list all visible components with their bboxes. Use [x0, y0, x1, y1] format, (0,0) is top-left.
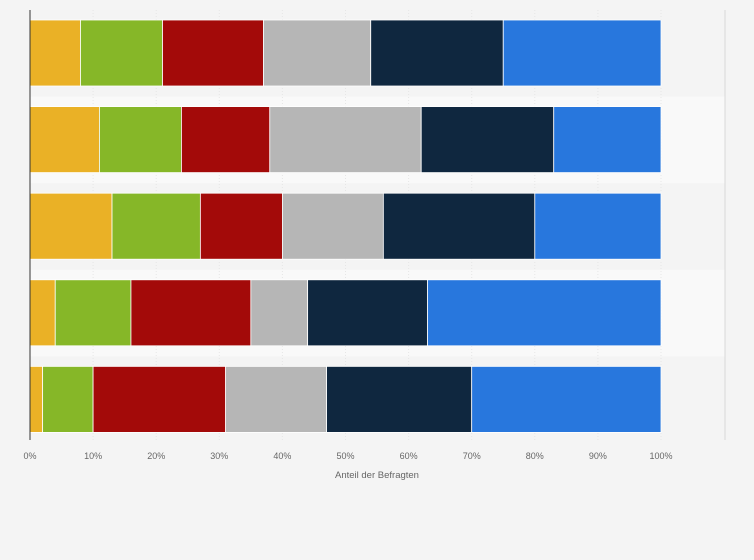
bar-segment[interactable] [92, 365, 227, 433]
x-tick-label: 0% [23, 451, 36, 461]
bar-segment[interactable] [269, 106, 422, 173]
x-tick-label: 100% [649, 451, 672, 461]
bar-segment[interactable] [130, 279, 252, 347]
bars [29, 19, 662, 433]
bar-segment[interactable] [471, 365, 662, 433]
bar-segment[interactable] [263, 19, 372, 87]
bar-segment[interactable] [199, 192, 283, 260]
bar-segment[interactable] [281, 192, 384, 260]
bar-segment[interactable] [29, 279, 56, 347]
x-tick-label: 90% [589, 451, 607, 461]
bar-segment[interactable] [162, 19, 264, 87]
bar-segment[interactable] [553, 106, 662, 173]
x-axis-title: Anteil der Befragten [335, 470, 419, 481]
x-tick-label: 60% [400, 451, 418, 461]
bar-segment[interactable] [54, 279, 132, 347]
x-tick-label: 50% [336, 451, 354, 461]
x-tick-label: 30% [210, 451, 228, 461]
x-tick-labels: 0% 10% 20% 30% 40% 50% 60% 70% 80% 90% 100% [23, 451, 672, 461]
bar-segment[interactable] [29, 192, 113, 260]
bar-segment[interactable] [29, 365, 44, 433]
bar-segment[interactable] [427, 279, 662, 347]
bar-segment[interactable] [225, 365, 327, 433]
bar-segment[interactable] [29, 19, 81, 87]
x-tick-label: 10% [84, 451, 102, 461]
bar-segment[interactable] [502, 19, 662, 87]
bar-segment[interactable] [370, 19, 504, 87]
x-tick-label: 70% [463, 451, 481, 461]
bar-segment[interactable] [382, 192, 536, 260]
bar-segment[interactable] [250, 279, 309, 347]
x-tick-label: 20% [147, 451, 165, 461]
bar-segment[interactable] [181, 106, 271, 173]
bar-segment[interactable] [534, 192, 662, 260]
bar-segment[interactable] [99, 106, 182, 173]
x-tick-label: 80% [526, 451, 544, 461]
bar-segment[interactable] [29, 106, 100, 173]
bar-segment[interactable] [80, 19, 163, 87]
bar-segment[interactable] [42, 365, 94, 433]
bar-segment[interactable] [307, 279, 428, 347]
x-tick-label: 40% [273, 451, 291, 461]
bar-segment[interactable] [420, 106, 555, 173]
bar-segment[interactable] [111, 192, 201, 260]
bar-segment[interactable] [326, 365, 473, 433]
